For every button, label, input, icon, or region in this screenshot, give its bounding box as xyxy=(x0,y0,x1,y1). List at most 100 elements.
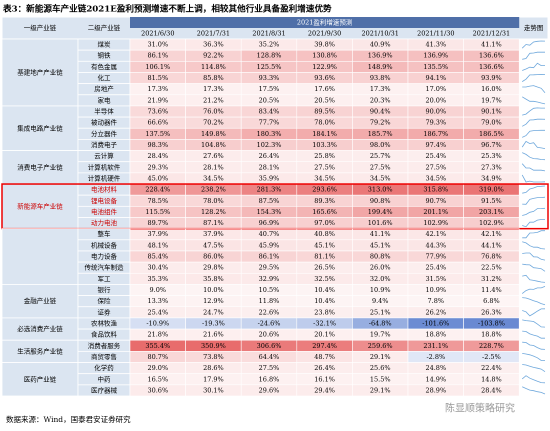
sparkline xyxy=(522,129,545,138)
cell-value: 16.0% xyxy=(481,85,502,93)
cell-value: 40.8% xyxy=(314,230,335,238)
cell-value: 27.3% xyxy=(481,163,502,171)
sparkline xyxy=(522,364,546,373)
sparkline xyxy=(522,252,546,261)
cell-value: 20.3% xyxy=(370,96,391,104)
row-name: 家电 xyxy=(98,95,112,104)
header-cell: 一级产业链 xyxy=(24,23,57,32)
cell-value: 34.5% xyxy=(314,174,335,182)
cell-value: 42.1% xyxy=(481,230,502,238)
group-label: 金融产业链 xyxy=(24,296,57,305)
cell-value: 96.7% xyxy=(481,141,502,149)
cell-value: 137.5% xyxy=(145,130,170,138)
cell-value: 10.4% xyxy=(314,297,335,305)
cell-value: 26.5% xyxy=(314,264,335,272)
cell-value: 45.0% xyxy=(147,174,168,182)
cell-value: 20.5% xyxy=(259,96,280,104)
cell-value: -103.8% xyxy=(478,319,505,327)
cell-value: 315.8% xyxy=(423,186,448,194)
cell-value: 17.0% xyxy=(425,85,446,93)
cell-value: 136.9% xyxy=(423,52,448,60)
cell-value: 76.0% xyxy=(203,108,224,116)
header-cell: 2021盈利增速预测 xyxy=(297,18,353,27)
row-name: 食品饮料 xyxy=(91,330,118,339)
sparkline xyxy=(521,74,546,82)
group-label: 消费电子产业链 xyxy=(17,162,63,171)
cell-value: 9.4% xyxy=(372,297,389,305)
cell-value: 102.9% xyxy=(479,219,504,227)
cell-value: 87.1% xyxy=(203,219,224,227)
cell-value: 29.4% xyxy=(314,386,335,394)
row-name: 计算机软件 xyxy=(88,162,121,171)
cell-value: -19.3% xyxy=(202,319,225,327)
cell-value: 18.8% xyxy=(481,331,502,339)
cell-value: 30.4% xyxy=(147,264,168,272)
cell-value: 293.6% xyxy=(312,186,337,194)
sparkline xyxy=(522,51,545,60)
header-cell: 2021/11/30 xyxy=(417,30,454,38)
cell-value: 25.6% xyxy=(370,364,391,372)
row-name: 计算机硬件 xyxy=(88,173,121,182)
header-cell: 2021/7/31 xyxy=(197,30,230,38)
sparkline xyxy=(522,185,546,194)
cell-value: 29.8% xyxy=(203,264,224,272)
cell-value: 17.9% xyxy=(203,375,224,383)
cell-value: 64.4% xyxy=(259,353,280,361)
cell-value: 27.6% xyxy=(203,152,224,160)
cell-value: 25.4% xyxy=(147,308,168,316)
cell-value: 25.3% xyxy=(481,152,502,160)
row-name: 保险 xyxy=(98,296,112,305)
cell-value: 184.1% xyxy=(312,130,337,138)
sparkline xyxy=(522,297,546,306)
cell-value: 41.1% xyxy=(370,230,391,238)
cell-value: 7.8% xyxy=(428,297,445,305)
cell-value: 297.4% xyxy=(312,342,337,350)
cell-value: 186.7% xyxy=(423,130,448,138)
sparkline xyxy=(522,263,546,272)
cell-value: 29.3% xyxy=(147,163,168,171)
cell-value: 31.2% xyxy=(481,275,502,283)
cell-value: 106.1% xyxy=(145,63,170,71)
cell-value: 90.8% xyxy=(370,197,391,205)
row-name: 消费电子 xyxy=(91,140,118,149)
cell-value: 29.5% xyxy=(259,264,280,272)
cell-value: 41.3% xyxy=(425,41,446,49)
row-name: 动力电池 xyxy=(91,218,118,227)
cell-value: 180.3% xyxy=(257,130,282,138)
sparkline xyxy=(522,274,546,283)
sparkline xyxy=(522,107,545,116)
cell-value: -2.5% xyxy=(482,353,501,361)
cell-value: 228.4% xyxy=(145,186,170,194)
cell-value: 94.1% xyxy=(425,74,446,82)
cell-value: 125.5% xyxy=(257,63,282,71)
cell-value: 86.1% xyxy=(147,52,168,60)
cell-value: 73.8% xyxy=(203,353,224,361)
cell-value: 136.6% xyxy=(479,63,504,71)
cell-value: 29.1% xyxy=(370,386,391,394)
cell-value: 93.6% xyxy=(314,74,335,82)
cell-value: 10.4% xyxy=(314,286,335,294)
cell-value: 185.7% xyxy=(368,130,393,138)
group-label: 基建地产产业链 xyxy=(17,67,63,76)
cell-value: 20.0% xyxy=(425,96,446,104)
sparkline xyxy=(522,219,545,228)
cell-value: 78.0% xyxy=(203,197,224,205)
row-name: 电池组件 xyxy=(91,207,118,216)
cell-value: 28.4% xyxy=(481,386,502,394)
header-cell: 2021/8/31 xyxy=(252,30,285,38)
row-name: 分立器件 xyxy=(91,129,118,138)
cell-value: 20.1% xyxy=(314,331,335,339)
cell-value: 16.5% xyxy=(147,375,168,383)
table-title: 表3：新能源车产业链2021E盈利预测增速不断上调，相较其他行业具备盈利增速优势 xyxy=(2,3,332,15)
row-name: 银行 xyxy=(98,285,112,294)
cell-value: 28.1% xyxy=(259,163,280,171)
row-name: 中药 xyxy=(98,374,112,383)
cell-value: 281.3% xyxy=(257,186,282,194)
cell-value: 17.3% xyxy=(147,85,168,93)
cell-value: 10.9% xyxy=(370,286,391,294)
cell-value: 20.5% xyxy=(314,96,335,104)
cell-value: 350.9% xyxy=(201,342,226,350)
sparkline xyxy=(522,353,545,361)
header-cell: 2021/6/30 xyxy=(141,30,174,38)
row-name: 被动器件 xyxy=(91,118,118,127)
